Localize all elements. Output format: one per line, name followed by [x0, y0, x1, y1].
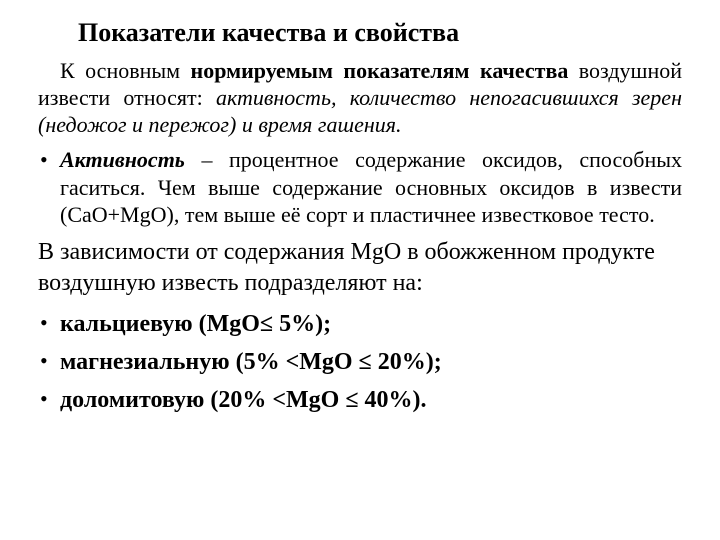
- activity-term: Активность: [60, 147, 185, 172]
- type-dolomite: доломитовую (20% <MgO ≤ 40%).: [38, 384, 682, 418]
- activity-item: Активность – процентное содержание оксид…: [38, 146, 682, 229]
- intro-paragraph: К основным нормируемым показателям качес…: [38, 58, 682, 138]
- bullet-list-1: Активность – процентное содержание оксид…: [38, 146, 682, 229]
- classification-paragraph: В зависимости от содержания MgO в обожже…: [38, 237, 682, 298]
- type-magnesian: магнезиальную (5% <MgO ≤ 20%);: [38, 346, 682, 380]
- type-calcium: кальциевую (MgO≤ 5%);: [38, 308, 682, 342]
- intro-bold: нормируемым показателям качества: [191, 58, 569, 83]
- intro-lead: К основным: [60, 58, 191, 83]
- slide: Показатели качества и свойства К основны…: [0, 0, 720, 417]
- slide-title: Показатели качества и свойства: [78, 18, 682, 48]
- bullet-list-types: кальциевую (MgO≤ 5%); магнезиальную (5% …: [38, 308, 682, 417]
